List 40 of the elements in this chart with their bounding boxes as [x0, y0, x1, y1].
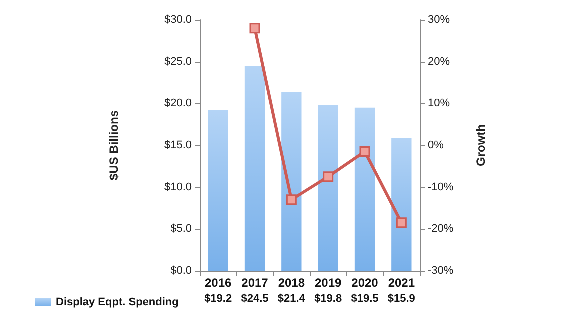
y-tick-label: $30.0 — [164, 14, 192, 26]
bar — [244, 66, 266, 271]
data-label: $21.4 — [278, 293, 306, 305]
y2-tick-label: -10% — [428, 181, 454, 194]
point — [396, 218, 407, 228]
y-tick-label: $25.0 — [164, 56, 192, 68]
y-tick-label: $5.0 — [170, 223, 192, 236]
y-tick-label: $20.0 — [164, 98, 192, 110]
y2-axis-title: Growth — [474, 124, 488, 166]
x-tick-label: 2018 — [278, 276, 306, 290]
data-label: $19.5 — [351, 293, 379, 305]
x-tick-label: 2020 — [352, 276, 379, 290]
y2-tick-label: -30% — [428, 265, 454, 277]
y-tick-label: $10.0 — [164, 181, 192, 194]
x-tick-label: 2021 — [388, 276, 416, 290]
y-axis-title: $US Billions — [107, 110, 121, 181]
point — [360, 146, 370, 158]
x-tick-label: 2019 — [314, 276, 342, 290]
data-label: $24.5 — [241, 293, 269, 305]
legend-label: Display Eqpt. Spending — [56, 296, 179, 308]
x-tick-label: 2016 — [204, 276, 232, 290]
bar — [354, 108, 376, 271]
data-label: $19.8 — [314, 293, 342, 305]
bar — [282, 92, 302, 271]
bar — [392, 138, 412, 271]
y2-tick-label: 0% — [428, 140, 444, 152]
point — [250, 23, 260, 34]
y2-tick-label: 20% — [428, 56, 450, 68]
y2-tick-label: 10% — [428, 98, 450, 110]
data-label: $19.2 — [204, 293, 232, 305]
bar — [208, 110, 228, 271]
point — [286, 194, 297, 206]
y2-tick-label: 30% — [428, 14, 450, 26]
bar — [318, 105, 338, 271]
x-tick-label: 2017 — [242, 276, 269, 290]
y-tick-label: $15.0 — [164, 140, 192, 152]
y-tick-label: $0.0 — [170, 265, 192, 277]
data-label: $15.9 — [388, 293, 416, 305]
point — [323, 172, 334, 182]
y2-tick-label: -20% — [428, 223, 454, 236]
